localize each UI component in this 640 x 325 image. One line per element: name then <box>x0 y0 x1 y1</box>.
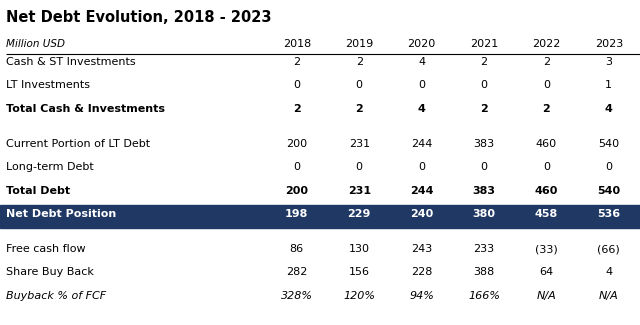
Text: 388: 388 <box>474 267 495 278</box>
Text: 0: 0 <box>418 162 425 172</box>
Text: 536: 536 <box>597 209 620 219</box>
Text: 200: 200 <box>286 139 307 149</box>
Text: 0: 0 <box>481 162 488 172</box>
Text: 0: 0 <box>293 80 300 90</box>
Text: 540: 540 <box>597 186 620 196</box>
Text: 4: 4 <box>605 267 612 278</box>
Text: 2: 2 <box>480 104 488 114</box>
Text: 229: 229 <box>348 209 371 219</box>
Text: 2: 2 <box>355 104 363 114</box>
Text: 3: 3 <box>605 57 612 67</box>
Text: Long-term Debt: Long-term Debt <box>6 162 94 172</box>
Text: 282: 282 <box>286 267 307 278</box>
Text: 244: 244 <box>411 139 432 149</box>
Text: 460: 460 <box>534 186 558 196</box>
Text: 4: 4 <box>605 104 612 114</box>
Text: 540: 540 <box>598 139 620 149</box>
Text: 2018: 2018 <box>283 39 311 49</box>
Text: 94%: 94% <box>409 291 434 301</box>
Text: Million USD: Million USD <box>6 39 65 49</box>
Text: 0: 0 <box>481 80 488 90</box>
Text: 86: 86 <box>290 244 304 254</box>
Text: 2: 2 <box>481 57 488 67</box>
Text: 120%: 120% <box>343 291 375 301</box>
Text: 244: 244 <box>410 186 433 196</box>
Text: 2019: 2019 <box>345 39 373 49</box>
Text: 380: 380 <box>472 209 495 219</box>
Text: Free cash flow: Free cash flow <box>6 244 86 254</box>
Text: 240: 240 <box>410 209 433 219</box>
Text: 2: 2 <box>293 104 301 114</box>
Text: 2: 2 <box>543 104 550 114</box>
Text: Cash & ST Investments: Cash & ST Investments <box>6 57 136 67</box>
Text: 156: 156 <box>349 267 370 278</box>
Text: 0: 0 <box>543 162 550 172</box>
Text: 460: 460 <box>536 139 557 149</box>
Text: Buyback % of FCF: Buyback % of FCF <box>6 291 106 301</box>
Text: 1: 1 <box>605 80 612 90</box>
Text: 0: 0 <box>605 162 612 172</box>
Text: 166%: 166% <box>468 291 500 301</box>
Text: 0: 0 <box>356 80 363 90</box>
Text: Net Debt Evolution, 2018 - 2023: Net Debt Evolution, 2018 - 2023 <box>6 10 272 25</box>
Text: 231: 231 <box>348 186 371 196</box>
Text: 2: 2 <box>543 57 550 67</box>
Text: 64: 64 <box>540 267 554 278</box>
Text: 458: 458 <box>535 209 558 219</box>
Text: 4: 4 <box>418 57 425 67</box>
Bar <box>0 205 640 228</box>
Text: 0: 0 <box>356 162 363 172</box>
Text: 0: 0 <box>418 80 425 90</box>
Text: 0: 0 <box>543 80 550 90</box>
Text: 243: 243 <box>411 244 432 254</box>
Text: 4: 4 <box>418 104 426 114</box>
Text: 328%: 328% <box>281 291 313 301</box>
Text: LT Investments: LT Investments <box>6 80 90 90</box>
Text: Share Buy Back: Share Buy Back <box>6 267 94 278</box>
Text: 2: 2 <box>356 57 363 67</box>
Text: 231: 231 <box>349 139 370 149</box>
Text: Total Cash & Investments: Total Cash & Investments <box>6 104 165 114</box>
Text: Current Portion of LT Debt: Current Portion of LT Debt <box>6 139 150 149</box>
Text: 2023: 2023 <box>595 39 623 49</box>
Text: 228: 228 <box>411 267 432 278</box>
Text: Total Debt: Total Debt <box>6 186 70 196</box>
Text: 383: 383 <box>474 139 495 149</box>
Text: 130: 130 <box>349 244 370 254</box>
Text: 2: 2 <box>293 57 300 67</box>
Text: N/A: N/A <box>599 291 619 301</box>
Text: (33): (33) <box>535 244 558 254</box>
Text: 383: 383 <box>472 186 495 196</box>
Text: N/A: N/A <box>536 291 556 301</box>
Text: 200: 200 <box>285 186 308 196</box>
Text: 2021: 2021 <box>470 39 498 49</box>
Text: 0: 0 <box>293 162 300 172</box>
Text: 2022: 2022 <box>532 39 561 49</box>
Text: 198: 198 <box>285 209 308 219</box>
Text: 2020: 2020 <box>408 39 436 49</box>
Text: 233: 233 <box>474 244 495 254</box>
Text: Net Debt Position: Net Debt Position <box>6 209 116 219</box>
Text: (66): (66) <box>597 244 620 254</box>
